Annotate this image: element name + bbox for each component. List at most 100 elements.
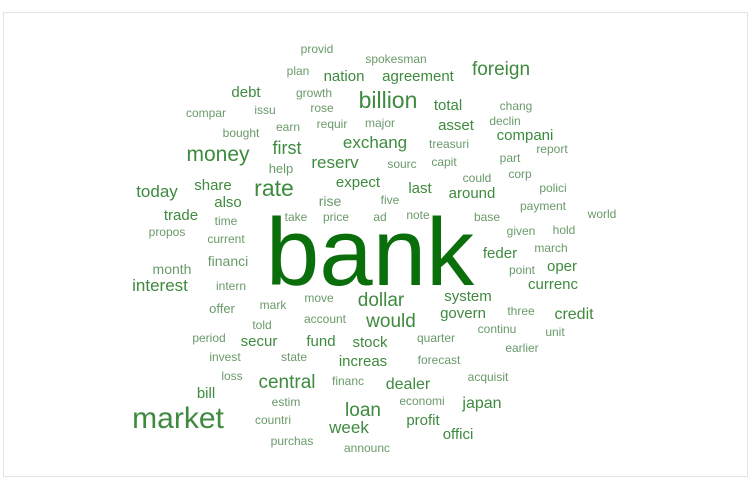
word-week: week xyxy=(328,418,369,437)
word-loss: loss xyxy=(221,369,242,383)
word-system: system xyxy=(444,288,492,305)
word-oper: oper xyxy=(547,258,577,275)
word-also: also xyxy=(214,194,242,211)
word-note: note xyxy=(406,208,430,222)
word-billion: billion xyxy=(359,87,418,113)
word-around: around xyxy=(449,185,496,202)
word-loan: loan xyxy=(345,400,381,421)
word-compar: compar xyxy=(186,106,226,120)
word-secur: secur xyxy=(241,333,278,350)
word-profit: profit xyxy=(406,412,440,429)
word-declin: declin xyxy=(489,114,520,128)
word-economi: economi xyxy=(399,394,444,408)
word-trade: trade xyxy=(164,207,198,224)
word-nation: nation xyxy=(324,68,365,85)
word-quarter: quarter xyxy=(417,331,455,345)
word-share: share xyxy=(194,177,232,194)
word-agreement: agreement xyxy=(382,68,455,85)
word-five: five xyxy=(381,193,400,207)
word-provid: provid xyxy=(301,42,334,56)
word-financ: financ xyxy=(332,374,364,388)
word-point: point xyxy=(509,263,536,277)
word-rose: rose xyxy=(310,101,334,115)
word-today: today xyxy=(136,182,178,201)
word-world: world xyxy=(587,207,617,221)
word-propos: propos xyxy=(149,225,186,239)
word-announc: announc xyxy=(344,441,390,455)
word-hold: hold xyxy=(553,223,576,237)
word-time: time xyxy=(215,214,238,228)
word-currenc: currenc xyxy=(528,276,579,293)
word-continu: continu xyxy=(478,322,517,336)
word-financi: financi xyxy=(208,253,248,269)
word-issu: issu xyxy=(254,103,275,117)
word-sourc: sourc xyxy=(387,157,416,171)
word-three: three xyxy=(507,304,535,318)
word-money: money xyxy=(186,143,250,166)
word-could: could xyxy=(463,171,492,185)
word-month: month xyxy=(153,261,192,277)
word-interest: interest xyxy=(132,276,188,295)
word-period: period xyxy=(192,331,225,345)
word-take: take xyxy=(285,210,308,224)
word-treasuri: treasuri xyxy=(429,137,469,151)
word-mark: mark xyxy=(260,298,288,312)
word-govern: govern xyxy=(440,305,486,322)
word-intern: intern xyxy=(216,279,246,293)
word-march: march xyxy=(534,241,567,255)
word-purchas: purchas xyxy=(271,434,314,448)
word-fund: fund xyxy=(306,333,335,350)
word-earn: earn xyxy=(276,120,300,134)
word-asset: asset xyxy=(438,117,475,134)
word-unit: unit xyxy=(545,325,565,339)
word-invest: invest xyxy=(209,350,241,364)
word-reserv: reserv xyxy=(311,153,359,172)
word-dollar: dollar xyxy=(358,290,405,311)
word-rate: rate xyxy=(254,175,294,201)
word-given: given xyxy=(507,224,536,238)
word-payment: payment xyxy=(520,199,567,213)
word-capit: capit xyxy=(431,155,457,169)
word-move: move xyxy=(304,291,334,305)
word-report: report xyxy=(536,142,568,156)
word-first: first xyxy=(273,138,302,158)
word-help: help xyxy=(269,161,294,176)
word-bank: bank xyxy=(266,199,475,306)
word-acquisit: acquisit xyxy=(468,370,509,384)
word-feder: feder xyxy=(483,245,517,262)
word-countri: countri xyxy=(255,413,291,427)
word-rise: rise xyxy=(319,193,342,209)
word-debt: debt xyxy=(231,84,261,101)
word-price: price xyxy=(323,210,349,224)
word-base: base xyxy=(474,210,500,224)
word-state: state xyxy=(281,350,307,364)
word-forecast: forecast xyxy=(418,353,461,367)
word-dealer: dealer xyxy=(386,376,431,393)
word-told: told xyxy=(252,318,271,332)
word-bought: bought xyxy=(223,126,260,140)
word-exchang: exchang xyxy=(343,133,407,152)
word-growth: growth xyxy=(296,86,332,100)
word-stock: stock xyxy=(352,334,388,351)
word-compani: compani xyxy=(497,127,554,144)
word-total: total xyxy=(434,97,462,114)
word-polici: polici xyxy=(539,181,566,195)
word-central: central xyxy=(258,372,315,393)
word-expect: expect xyxy=(336,174,381,191)
word-major: major xyxy=(365,116,395,130)
word-earlier: earlier xyxy=(505,341,538,355)
word-japan: japan xyxy=(461,395,501,412)
word-credit: credit xyxy=(554,306,594,323)
word-account: account xyxy=(304,312,347,326)
word-offici: offici xyxy=(443,426,474,443)
word-corp: corp xyxy=(508,167,532,181)
word-chang: chang xyxy=(500,99,533,113)
word-bill: bill xyxy=(197,385,215,402)
word-spokesman: spokesman xyxy=(365,52,426,66)
word-ad: ad xyxy=(373,210,386,224)
word-plan: plan xyxy=(287,64,310,78)
word-current: current xyxy=(207,232,245,246)
word-foreign: foreign xyxy=(472,59,530,80)
word-part: part xyxy=(500,151,521,165)
